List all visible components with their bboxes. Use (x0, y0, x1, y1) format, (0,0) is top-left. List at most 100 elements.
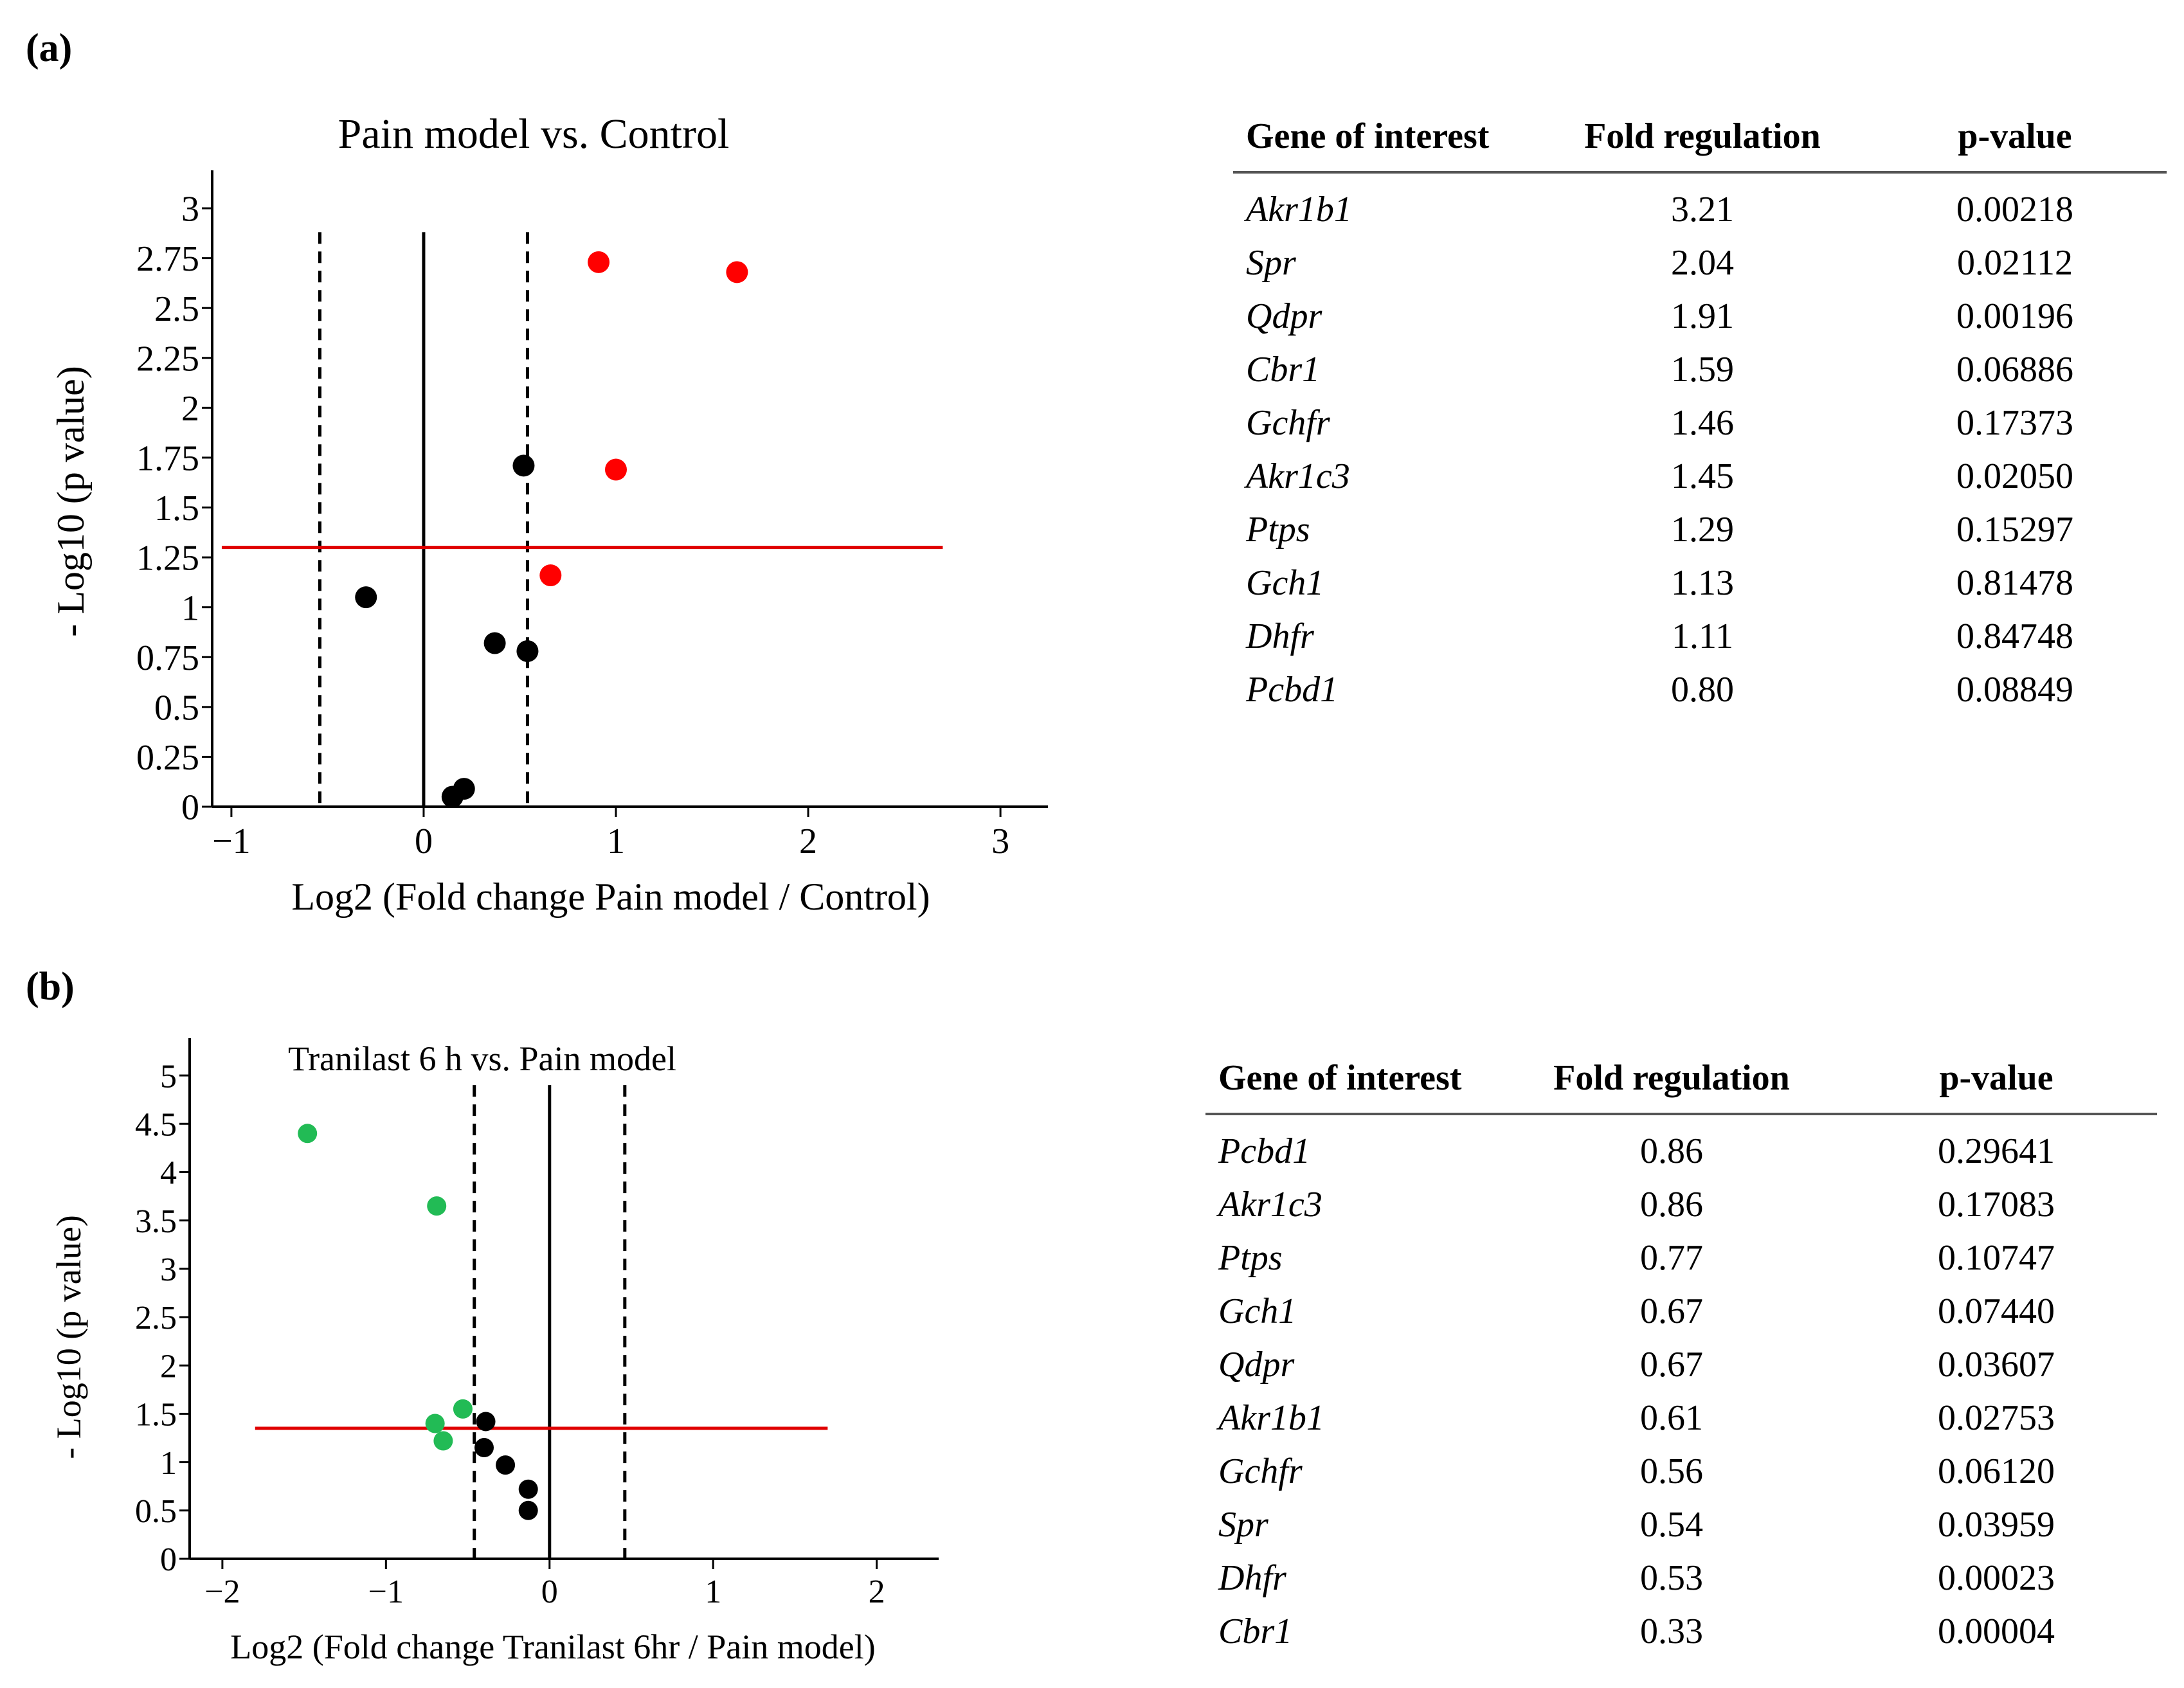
gene-cell: Spr (1218, 1505, 1268, 1545)
x-tick-label: 2 (799, 822, 817, 861)
gene-cell: Qdpr (1218, 1345, 1295, 1385)
pvalue-cell: 0.84748 (1956, 616, 2073, 656)
fold-cell: 1.46 (1671, 403, 1734, 443)
data-point (453, 1399, 473, 1419)
y-tick-label: 2.25 (136, 339, 199, 379)
y-tick-label: 2.5 (135, 1300, 177, 1336)
x-tick-label: 3 (991, 822, 1009, 861)
pvalue-cell: 0.00004 (1938, 1612, 2055, 1651)
x-tick-label: 1 (705, 1574, 721, 1610)
gene-cell: Qdpr (1246, 296, 1322, 336)
y-axis-label: - Log10 (p value) (50, 1215, 88, 1459)
data-point (427, 1196, 447, 1216)
table-row: Gchfr 0.56 0.06120 (1205, 1444, 2157, 1498)
y-tick-label: 1.5 (154, 489, 199, 528)
y-tick-label: 1.75 (136, 439, 199, 479)
y-tick-label: 0.5 (135, 1493, 177, 1530)
table-row: Gch1 0.67 0.07440 (1205, 1284, 2157, 1338)
table-row: Akr1b1 0.61 0.02753 (1205, 1391, 2157, 1444)
y-tick-label: 4.5 (135, 1106, 177, 1143)
data-point (425, 1414, 445, 1433)
fold-cell: 1.59 (1671, 350, 1734, 390)
table-row: Dhfr 1.11 0.84748 (1233, 609, 2167, 663)
table-row: Akr1c3 1.45 0.02050 (1233, 449, 2167, 503)
fold-cell: 0.80 (1671, 670, 1734, 710)
y-tick-label: 3 (160, 1252, 177, 1288)
x-tick-label: −2 (204, 1574, 240, 1610)
pvalue-cell: 0.02753 (1938, 1398, 2055, 1438)
y-tick-label: 5 (160, 1058, 177, 1095)
y-tick-label: 2 (160, 1348, 177, 1385)
fold-cell: 0.86 (1640, 1185, 1703, 1225)
fold-cell: 0.67 (1640, 1345, 1703, 1385)
y-tick-label: 2.5 (154, 289, 199, 329)
gene-cell: Dhfr (1246, 616, 1314, 656)
pvalue-cell: 0.10747 (1938, 1238, 2055, 1278)
data-point (496, 1455, 516, 1475)
gene-cell: Akr1b1 (1246, 190, 1352, 229)
table-row: Qdpr 1.91 0.00196 (1233, 289, 2167, 343)
table-row: Ptps 1.29 0.15297 (1233, 503, 2167, 556)
fold-cell: 0.86 (1640, 1131, 1703, 1171)
pvalue-cell: 0.17083 (1938, 1185, 2055, 1225)
col-header-pvalue: p-value (1863, 109, 2167, 174)
table-row: Cbr1 0.33 0.00004 (1205, 1604, 2157, 1658)
pvalue-cell: 0.07440 (1938, 1291, 2055, 1331)
y-tick-label: 3 (181, 190, 199, 229)
gene-table-b: Gene of interest Fold regulation p-value… (1205, 1051, 2157, 1658)
table-row: Pcbd1 0.86 0.29641 (1205, 1114, 2157, 1178)
y-tick-label: 1 (160, 1445, 177, 1482)
pvalue-cell: 0.02050 (1956, 456, 2073, 496)
fold-cell: 1.11 (1672, 616, 1733, 656)
col-header-fold: Fold regulation (1542, 109, 1863, 174)
fold-cell: 1.29 (1671, 510, 1734, 550)
data-point (516, 640, 539, 662)
table-row: Ptps 0.77 0.10747 (1205, 1231, 2157, 1284)
y-tick-label: 2.75 (136, 239, 199, 279)
col-header-fold: Fold regulation (1508, 1051, 1836, 1115)
gene-cell: Dhfr (1218, 1558, 1286, 1598)
data-point (605, 458, 627, 481)
col-header-gene: Gene of interest (1233, 109, 1542, 174)
y-tick-label: 1 (181, 588, 199, 628)
x-tick-label: −1 (212, 822, 251, 861)
table-row: Dhfr 0.53 0.00023 (1205, 1551, 2157, 1604)
data-point (518, 1479, 538, 1499)
col-header-gene: Gene of interest (1205, 1051, 1508, 1115)
x-axis-label: Log2 (Fold change Pain model / Control) (291, 875, 930, 918)
pvalue-cell: 0.06120 (1938, 1451, 2055, 1491)
gene-table-a: Gene of interest Fold regulation p-value… (1233, 109, 2167, 716)
volcano-plot-b: Tranilast 6 h vs. Pain model 0 0.5 1 1.5 2 2.5… (50, 1038, 939, 1666)
gene-cell: Gchfr (1218, 1451, 1303, 1491)
pvalue-cell: 0.00218 (1956, 190, 2073, 229)
gene-cell: Ptps (1218, 1238, 1283, 1278)
y-tick-label: 1.5 (135, 1397, 177, 1433)
chart-title: Tranilast 6 h vs. Pain model (288, 1039, 676, 1078)
fold-cell: 0.56 (1640, 1451, 1703, 1491)
data-point (483, 632, 506, 654)
pvalue-cell: 0.17373 (1956, 403, 2073, 443)
fold-cell: 0.33 (1640, 1612, 1703, 1651)
x-tick-label: 1 (607, 822, 625, 861)
y-tick-label: 0.5 (154, 688, 199, 728)
table-row: Gchfr 1.46 0.17373 (1233, 396, 2167, 449)
table-row: Cbr1 1.59 0.06886 (1233, 343, 2167, 396)
data-point (512, 454, 535, 477)
data-point (476, 1412, 496, 1432)
x-axis-label: Log2 (Fold change Tranilast 6hr / Pain m… (230, 1628, 875, 1666)
gene-cell: Gchfr (1246, 403, 1330, 443)
pvalue-cell: 0.03607 (1938, 1345, 2055, 1385)
chart-title: Pain model vs. Control (338, 111, 730, 157)
gene-cell: Cbr1 (1246, 350, 1321, 390)
data-point (433, 1431, 453, 1451)
table-row: Akr1b1 3.21 0.00218 (1233, 172, 2167, 236)
y-tick-label: 0.25 (136, 738, 199, 778)
volcano-plot-a: Pain model vs. Control 0 0.25 0.5 0.75 1 1.25 1… (50, 111, 1048, 918)
data-point (518, 1500, 538, 1520)
pvalue-cell: 0.02112 (1957, 243, 2073, 283)
pvalue-cell: 0.03959 (1938, 1505, 2055, 1545)
x-tick-label: 0 (415, 822, 433, 861)
fold-cell: 0.53 (1640, 1558, 1703, 1598)
gene-cell: Pcbd1 (1218, 1131, 1311, 1171)
y-tick-label: 0 (181, 788, 199, 828)
